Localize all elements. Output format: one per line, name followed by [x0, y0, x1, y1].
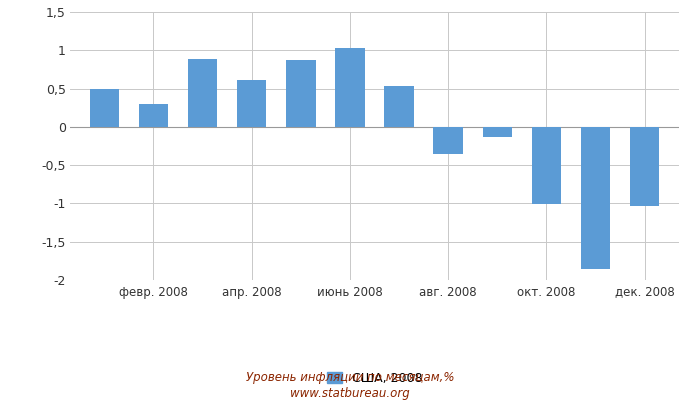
- Bar: [335, 48, 365, 127]
- Bar: [433, 127, 463, 154]
- Legend: США, 2008: США, 2008: [322, 367, 427, 390]
- Bar: [384, 86, 414, 127]
- Bar: [286, 60, 316, 127]
- Bar: [188, 60, 217, 127]
- Bar: [139, 104, 168, 127]
- Bar: [532, 127, 561, 204]
- Bar: [581, 127, 610, 269]
- Bar: [90, 88, 119, 127]
- Bar: [630, 127, 659, 206]
- Bar: [237, 80, 267, 127]
- Bar: [482, 127, 512, 137]
- Text: www.statbureau.org: www.statbureau.org: [290, 388, 410, 400]
- Text: Уровень инфляции по месяцам,%: Уровень инфляции по месяцам,%: [246, 372, 454, 384]
